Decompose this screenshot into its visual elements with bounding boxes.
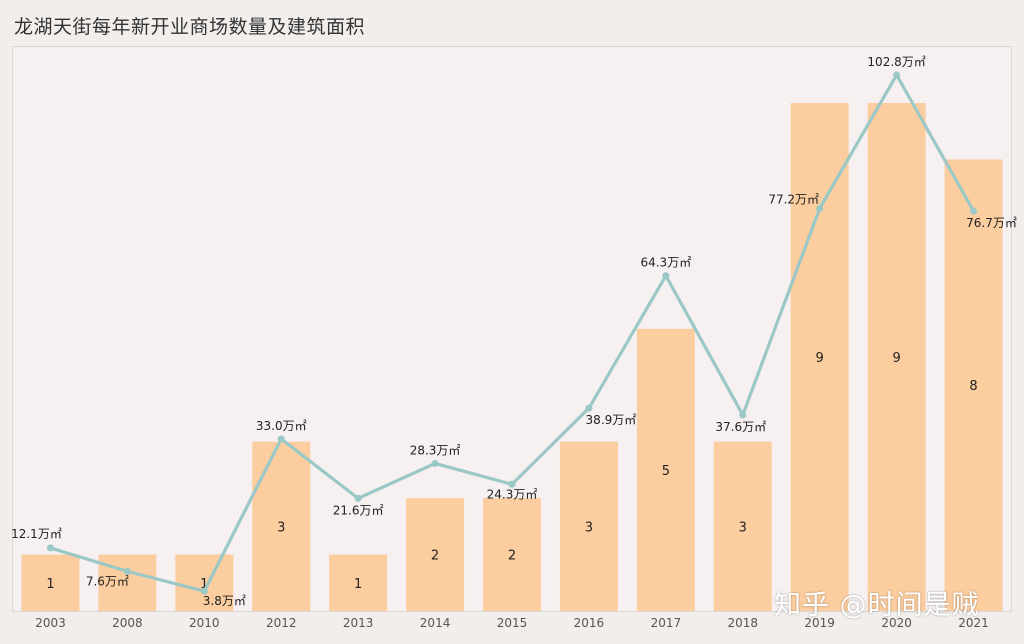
bar-label-2010: 1 — [200, 577, 208, 592]
bar-2012 — [252, 441, 311, 611]
line-label-2010: 3.8万㎡ — [203, 594, 246, 608]
bar-2020 — [867, 103, 926, 611]
x-tick-2020: 2020 — [881, 616, 912, 630]
bar-2017 — [636, 328, 695, 611]
x-tick-2016: 2016 — [574, 616, 605, 630]
line-label-2018: 37.6万㎡ — [715, 420, 766, 434]
line-label-2012: 33.0万㎡ — [256, 419, 307, 433]
bar-label-2003: 1 — [46, 577, 54, 592]
bar-label-2017: 5 — [662, 464, 670, 479]
line-point-2012 — [277, 435, 285, 443]
x-tick-2003: 2003 — [35, 616, 66, 630]
x-tick-2012: 2012 — [266, 616, 297, 630]
line-point-2018 — [739, 411, 747, 419]
x-tick-2018: 2018 — [727, 616, 758, 630]
bar-label-2019: 9 — [816, 351, 824, 366]
line-point-2016 — [585, 404, 593, 412]
line-point-2021 — [970, 207, 978, 215]
bar-label-2016: 3 — [585, 520, 593, 535]
line-label-2020: 102.8万㎡ — [867, 55, 925, 69]
line-label-2021: 76.7万㎡ — [966, 216, 1017, 230]
line-point-2003 — [46, 544, 54, 552]
line-label-2016: 38.9万㎡ — [586, 413, 637, 427]
x-tick-2019: 2019 — [804, 616, 835, 630]
line-label-2015: 24.3万㎡ — [487, 487, 538, 501]
line-point-2010 — [200, 587, 208, 595]
x-tick-2014: 2014 — [420, 616, 451, 630]
bar-2003 — [21, 554, 80, 611]
line-point-2020 — [893, 71, 901, 79]
x-tick-2008: 2008 — [112, 616, 143, 630]
x-tick-2013: 2013 — [343, 616, 374, 630]
bar-2021 — [944, 159, 1003, 611]
bar-2018 — [713, 441, 772, 611]
bar-label-2014: 2 — [431, 549, 439, 564]
bar-2019 — [790, 103, 849, 611]
line-label-2008: 7.6万㎡ — [86, 574, 129, 588]
line-label-2017: 64.3万㎡ — [640, 256, 691, 270]
line-point-2019 — [816, 204, 824, 212]
x-tick-2021: 2021 — [958, 616, 989, 630]
x-tick-2017: 2017 — [651, 616, 682, 630]
line-point-2013 — [354, 494, 362, 502]
bar-2013 — [329, 554, 388, 611]
bar-label-2020: 9 — [892, 351, 900, 366]
bar-label-2021: 8 — [969, 379, 977, 394]
bar-label-2012: 3 — [277, 520, 285, 535]
x-tick-2010: 2010 — [189, 616, 220, 630]
bar-label-2013: 1 — [354, 577, 362, 592]
bar-label-2018: 3 — [739, 520, 747, 535]
line-point-2014 — [431, 459, 439, 467]
bar-2010 — [175, 554, 234, 611]
line-point-2015 — [508, 480, 516, 488]
line-label-2014: 28.3万㎡ — [410, 443, 461, 457]
x-tick-2015: 2015 — [497, 616, 528, 630]
bar-label-2015: 2 — [508, 549, 516, 564]
line-point-2008 — [123, 567, 131, 575]
bar-2014 — [406, 498, 465, 611]
line-label-2003: 12.1万㎡ — [11, 527, 62, 541]
bar-2015 — [483, 498, 541, 611]
line-point-2017 — [662, 272, 670, 280]
bar-2016 — [559, 441, 618, 611]
line-label-2019: 77.2万㎡ — [768, 192, 819, 206]
line-label-2013: 21.6万㎡ — [333, 503, 384, 517]
chart-title: 龙湖天街每年新开业商场数量及建筑面积 — [14, 16, 366, 38]
watermark: 知乎 @时间是贼 — [774, 590, 980, 621]
